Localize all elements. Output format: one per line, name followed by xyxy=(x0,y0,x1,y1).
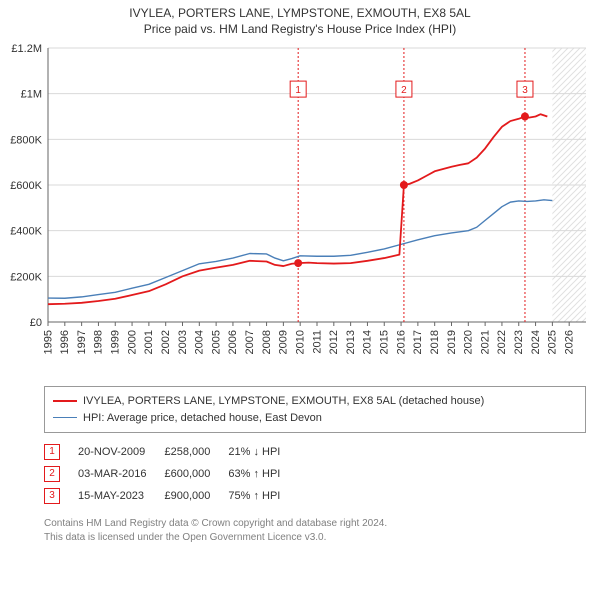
svg-text:2010: 2010 xyxy=(294,330,306,354)
event-marker-3: 3 xyxy=(44,488,60,504)
footnote: Contains HM Land Registry data © Crown c… xyxy=(44,517,586,552)
svg-text:1: 1 xyxy=(295,85,301,96)
svg-text:2024: 2024 xyxy=(530,330,542,354)
svg-text:2018: 2018 xyxy=(429,330,441,354)
footnote-line2: This data is licensed under the Open Gov… xyxy=(44,531,586,545)
svg-text:2008: 2008 xyxy=(261,330,273,354)
svg-text:3: 3 xyxy=(522,85,528,96)
svg-text:£1.2M: £1.2M xyxy=(11,43,42,55)
event-delta: 75% ↑ HPI xyxy=(228,485,298,507)
legend-label-red: IVYLEA, PORTERS LANE, LYMPSTONE, EXMOUTH… xyxy=(83,393,484,410)
svg-text:2000: 2000 xyxy=(126,330,138,354)
svg-text:2014: 2014 xyxy=(362,330,374,354)
title-block: IVYLEA, PORTERS LANE, LYMPSTONE, EXMOUTH… xyxy=(0,0,600,40)
svg-text:£200K: £200K xyxy=(10,271,42,283)
legend-swatch-red xyxy=(53,400,77,402)
svg-text:£400K: £400K xyxy=(10,226,42,238)
svg-text:2004: 2004 xyxy=(194,330,206,354)
event-marker-1: 1 xyxy=(44,444,60,460)
event-row: 2 03-MAR-2016 £600,000 63% ↑ HPI xyxy=(44,463,298,485)
price-chart: £0 £200K £400K £600K £800K £1M £1.2M 1995 1996 19… xyxy=(0,40,600,380)
legend-swatch-blue xyxy=(53,417,77,418)
svg-text:1995: 1995 xyxy=(42,330,54,354)
event-price: £600,000 xyxy=(164,463,228,485)
svg-text:£1M: £1M xyxy=(21,89,42,101)
svg-text:2012: 2012 xyxy=(328,330,340,354)
legend-box: IVYLEA, PORTERS LANE, LYMPSTONE, EXMOUTH… xyxy=(44,386,586,433)
svg-text:2021: 2021 xyxy=(479,330,491,354)
svg-text:2006: 2006 xyxy=(227,330,239,354)
legend-label-blue: HPI: Average price, detached house, East… xyxy=(83,410,322,427)
report-container: IVYLEA, PORTERS LANE, LYMPSTONE, EXMOUTH… xyxy=(0,0,600,552)
svg-text:2023: 2023 xyxy=(513,330,525,354)
event-marker-2: 2 xyxy=(44,466,60,482)
svg-text:2026: 2026 xyxy=(563,330,575,354)
svg-text:2019: 2019 xyxy=(446,330,458,354)
event-delta: 21% ↓ HPI xyxy=(228,441,298,463)
svg-text:2013: 2013 xyxy=(345,330,357,354)
event-date: 20-NOV-2009 xyxy=(78,441,164,463)
svg-text:£0: £0 xyxy=(30,317,42,329)
svg-text:2025: 2025 xyxy=(547,330,559,354)
event-row: 1 20-NOV-2009 £258,000 21% ↓ HPI xyxy=(44,441,298,463)
events-table: 1 20-NOV-2009 £258,000 21% ↓ HPI 2 03-MA… xyxy=(44,441,586,507)
legend-row-red: IVYLEA, PORTERS LANE, LYMPSTONE, EXMOUTH… xyxy=(53,393,577,410)
svg-text:2007: 2007 xyxy=(244,330,256,354)
event-date: 15-MAY-2023 xyxy=(78,485,164,507)
svg-text:2011: 2011 xyxy=(311,330,323,354)
svg-text:2005: 2005 xyxy=(210,330,222,354)
svg-text:2002: 2002 xyxy=(160,330,172,354)
svg-text:1998: 1998 xyxy=(93,330,105,354)
event-row: 3 15-MAY-2023 £900,000 75% ↑ HPI xyxy=(44,485,298,507)
svg-text:2009: 2009 xyxy=(278,330,290,354)
svg-text:2003: 2003 xyxy=(177,330,189,354)
svg-text:2001: 2001 xyxy=(143,330,155,354)
svg-text:£600K: £600K xyxy=(10,180,42,192)
svg-text:2015: 2015 xyxy=(379,330,391,354)
legend-row-blue: HPI: Average price, detached house, East… xyxy=(53,410,577,427)
event-price: £900,000 xyxy=(164,485,228,507)
chart-area: £0 £200K £400K £600K £800K £1M £1.2M 1995 1996 19… xyxy=(0,40,600,380)
title-address: IVYLEA, PORTERS LANE, LYMPSTONE, EXMOUTH… xyxy=(0,6,600,20)
svg-text:2016: 2016 xyxy=(395,330,407,354)
svg-text:2: 2 xyxy=(401,85,407,96)
event-delta: 63% ↑ HPI xyxy=(228,463,298,485)
event-price: £258,000 xyxy=(164,441,228,463)
svg-text:2020: 2020 xyxy=(463,330,475,354)
event-date: 03-MAR-2016 xyxy=(78,463,164,485)
svg-text:1999: 1999 xyxy=(110,330,122,354)
svg-text:2022: 2022 xyxy=(496,330,508,354)
svg-text:1997: 1997 xyxy=(76,330,88,354)
svg-text:£800K: £800K xyxy=(10,134,42,146)
svg-text:1996: 1996 xyxy=(59,330,71,354)
footnote-line1: Contains HM Land Registry data © Crown c… xyxy=(44,517,586,531)
title-subtitle: Price paid vs. HM Land Registry's House … xyxy=(0,22,600,36)
svg-text:2017: 2017 xyxy=(412,330,424,354)
